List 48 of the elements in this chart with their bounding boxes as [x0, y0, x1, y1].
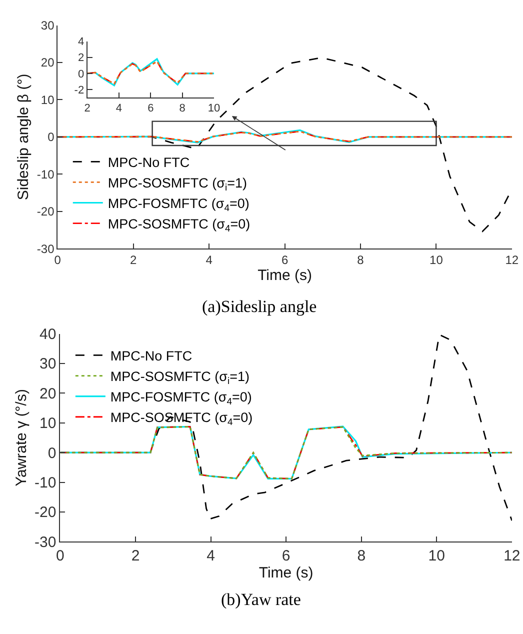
x-tick-label: 8 — [357, 548, 366, 565]
y-tick-label: 30 — [40, 356, 56, 373]
x-tick-label: 6 — [282, 548, 290, 565]
x-tick-label: 4 — [116, 102, 122, 115]
y-tick-label: 4 — [78, 36, 84, 48]
y-axis-title: Yawrate γ (°/s) — [12, 389, 30, 486]
legend-label: MPC-No FTC — [110, 348, 192, 364]
y-tick-label: -20 — [36, 204, 55, 219]
x-tick-label: 12 — [505, 253, 519, 268]
x-tick-label: 4 — [206, 548, 215, 565]
y-tick-label: -10 — [36, 167, 55, 182]
x-tick-label: 6 — [281, 253, 288, 268]
x-tick-label: 4 — [206, 253, 213, 268]
x-tick-label: 8 — [357, 253, 364, 268]
y-tick-label: 0 — [48, 444, 56, 462]
y-tick-label: 0 — [78, 68, 84, 80]
x-tick-label: 10 — [430, 253, 444, 268]
legend-label: MPC-SOSMFTC (σ$_{4}$=0) — [110, 410, 253, 428]
y-tick-label: 40 — [40, 326, 56, 344]
legend-label: MPC-No FTC — [108, 154, 190, 170]
y-tick-label: 10 — [40, 415, 56, 432]
x-axis-title: Time (s) — [258, 564, 314, 582]
y-tick-label: 20 — [40, 385, 56, 402]
y-tick-label: -30 — [36, 242, 55, 256]
text: (b)Yaw rate — [221, 590, 301, 609]
x-tick-label: 2 — [131, 548, 140, 565]
y-tick-label: -20 — [34, 504, 56, 522]
y-tick-label: 0 — [48, 130, 55, 144]
text: (a)Sideslip angle — [202, 297, 317, 316]
y-tick-label: -30 — [34, 534, 56, 551]
legend-label: MPC-FOSMFTC (σ$_{4}$=0) — [108, 196, 250, 214]
x-tick-label: 6 — [148, 102, 154, 115]
legend-label: MPC-SOSMFTC (σ$_{i}$=1) — [108, 175, 247, 194]
y-tick-label: -10 — [34, 474, 56, 492]
legend-label: MPC-SOSMFTC (σ$_{4}$=0) — [108, 216, 250, 234]
legend-label: MPC-FOSMFTC (σ$_{4}$=0) — [110, 390, 252, 408]
legend-label: MPC-SOSMFTC (σ$_{i}$=1) — [110, 369, 250, 387]
y-tick-label: 2 — [78, 52, 84, 64]
y-axis-title: Sideslip angle β (°) — [15, 74, 32, 200]
x-axis-title: Time (s) — [258, 267, 312, 284]
x-tick-label: 12 — [504, 548, 520, 565]
x-tick-label: 10 — [428, 548, 445, 565]
y-tick-label: -2 — [74, 84, 84, 96]
x-tick-label: 2 — [130, 253, 138, 268]
y-tick-label: 30 — [40, 18, 55, 32]
x-tick-label: 10 — [208, 102, 220, 115]
y-tick-label: 20 — [40, 56, 55, 70]
x-tick-label: 8 — [179, 102, 186, 115]
